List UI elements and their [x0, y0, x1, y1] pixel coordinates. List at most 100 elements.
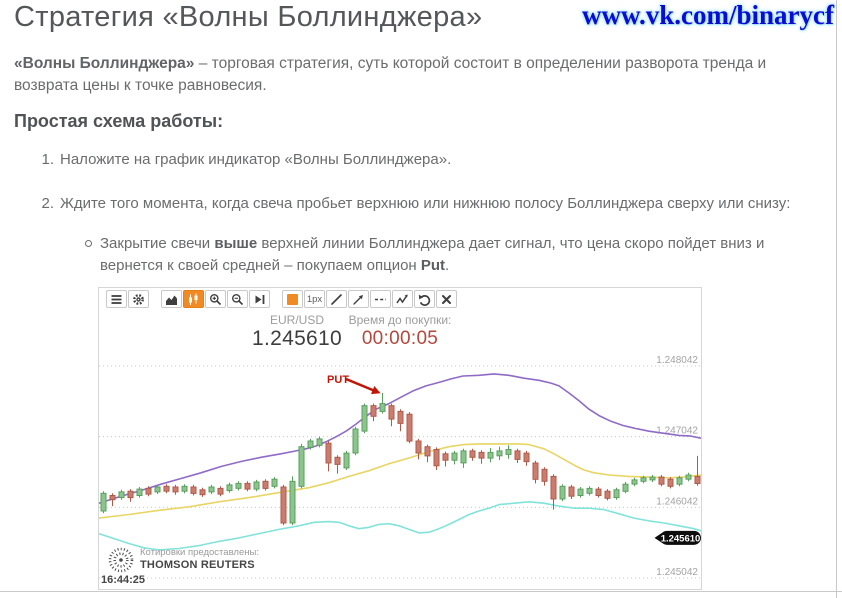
axis-price-label: 1.247042 — [656, 426, 698, 437]
step-number: 1. — [41, 151, 54, 168]
bollinger-middle-line — [99, 443, 701, 519]
candle-body — [226, 484, 233, 492]
timer-value: 00:00:05 — [361, 328, 439, 349]
candle-body — [559, 485, 566, 500]
undo-button[interactable] — [414, 290, 435, 308]
orange-swatch-icon — [287, 293, 298, 305]
zoom-out-button[interactable] — [227, 290, 248, 308]
candle-body — [253, 481, 260, 490]
instrument-block: EUR/USD 1.245610 — [229, 313, 365, 350]
stroke-width-button[interactable]: 1px — [304, 290, 325, 308]
candle-body — [586, 487, 593, 494]
candle-body — [451, 452, 458, 461]
candle-body — [658, 476, 665, 485]
substep-bold: выше — [214, 235, 258, 252]
candle-body — [424, 446, 431, 457]
candle-body — [388, 405, 395, 420]
hamburger-icon — [111, 294, 122, 304]
close-icon — [442, 294, 451, 304]
page-right-border — [836, 0, 837, 598]
candle-body — [172, 486, 179, 493]
gear-icon — [133, 293, 144, 305]
candlestick-chart-type-button[interactable] — [183, 290, 204, 308]
put-arrowhead — [371, 385, 381, 395]
substep-text: Закрытие свечи — [100, 235, 215, 252]
menu-button[interactable] — [106, 290, 127, 308]
step-text: Наложите на график индикатор «Волны Болл… — [60, 151, 452, 168]
candle-body — [334, 456, 341, 465]
quotes-provided-label: Котировки предоставлены: — [140, 547, 259, 558]
candle-body — [244, 482, 251, 490]
candle-body — [415, 440, 422, 454]
candle-body — [217, 487, 224, 495]
candle-body — [613, 489, 620, 499]
substep-bold: Put — [420, 257, 446, 274]
put-annotation-label: PUT — [327, 374, 349, 386]
candle-body — [595, 488, 602, 497]
candle-body — [469, 450, 476, 458]
chart-footer: Котировки предоставлены: THOMSON REUTERS… — [99, 543, 701, 589]
candle-body — [406, 413, 413, 442]
page-bottom-border — [0, 591, 842, 592]
jump-to-latest-button[interactable] — [249, 290, 270, 308]
candle-body — [154, 486, 161, 493]
settings-button[interactable] — [128, 290, 149, 308]
candle-body — [163, 485, 170, 492]
area-chart-type-button[interactable] — [161, 290, 182, 308]
trend-arrow-tool-button[interactable] — [348, 290, 369, 308]
candle-body — [550, 475, 557, 500]
chart-toolbar: 1px — [106, 290, 458, 308]
zigzag-tool-button[interactable] — [392, 290, 413, 308]
skip-to-end-icon — [255, 294, 265, 304]
candle-body — [604, 490, 611, 499]
candle-body — [136, 488, 143, 497]
substep-text: . — [445, 257, 450, 274]
bollinger-upper-line — [99, 373, 701, 504]
line-tool-button[interactable] — [326, 290, 347, 308]
candle-body — [100, 492, 107, 512]
candle-body — [667, 478, 674, 487]
price-tag-pointer — [654, 532, 662, 543]
candle-body — [631, 479, 638, 485]
substep-text: верхней линии Боллинджера дает сигнал, ч… — [100, 235, 765, 274]
section-heading: Простая схема работы: — [14, 111, 224, 131]
candle-body — [208, 486, 215, 493]
horizontal-line-tool-button[interactable] — [370, 290, 391, 308]
candle-body — [280, 486, 287, 524]
trading-chart-panel[interactable]: 1.248042 1.247042 1.246042 1.245042 PUT 1.245… — [98, 287, 702, 590]
page-title: Стратегия «Волны Боллинджера» — [14, 1, 483, 33]
dashed-line-tool-icon — [375, 298, 386, 300]
candle-body — [577, 488, 584, 497]
pair-label: EUR/USD — [269, 313, 324, 327]
candle-body — [235, 482, 242, 489]
candle-body — [640, 477, 647, 482]
candle-body — [379, 403, 386, 412]
watermark-text: www.vk.com/binarycf — [582, 0, 834, 30]
candle-body — [109, 495, 116, 501]
candle-body — [532, 462, 539, 480]
delete-drawing-button[interactable] — [436, 290, 457, 308]
timer-block: Время до покупки: 00:00:05 — [344, 313, 456, 350]
candle-body — [298, 446, 305, 487]
area-chart-icon — [166, 295, 177, 305]
provider-name: THOMSON REUTERS — [140, 559, 255, 571]
candlestick-chart-icon — [189, 293, 198, 305]
candle-body — [289, 480, 296, 524]
candle-body — [622, 483, 629, 492]
color-swatch-button[interactable] — [282, 290, 303, 308]
intro-paragraph: «Волны Боллинджера» – торговая стратегия… — [14, 53, 832, 96]
timer-label: Время до покупки: — [348, 313, 452, 327]
circle-bullet-icon — [85, 240, 92, 247]
candle-body — [505, 449, 512, 455]
zoom-in-button[interactable] — [205, 290, 226, 308]
candle-body — [190, 486, 197, 494]
candle-body — [352, 428, 359, 454]
candle-body — [262, 480, 269, 489]
undo-arrow-icon — [418, 294, 431, 306]
candle-body — [271, 478, 278, 487]
candle-body — [649, 476, 656, 481]
thomson-reuters-logo-icon — [108, 547, 134, 573]
intro-rest: – торговая стратегия, суть которой состо… — [14, 55, 767, 94]
candle-body — [496, 450, 503, 457]
